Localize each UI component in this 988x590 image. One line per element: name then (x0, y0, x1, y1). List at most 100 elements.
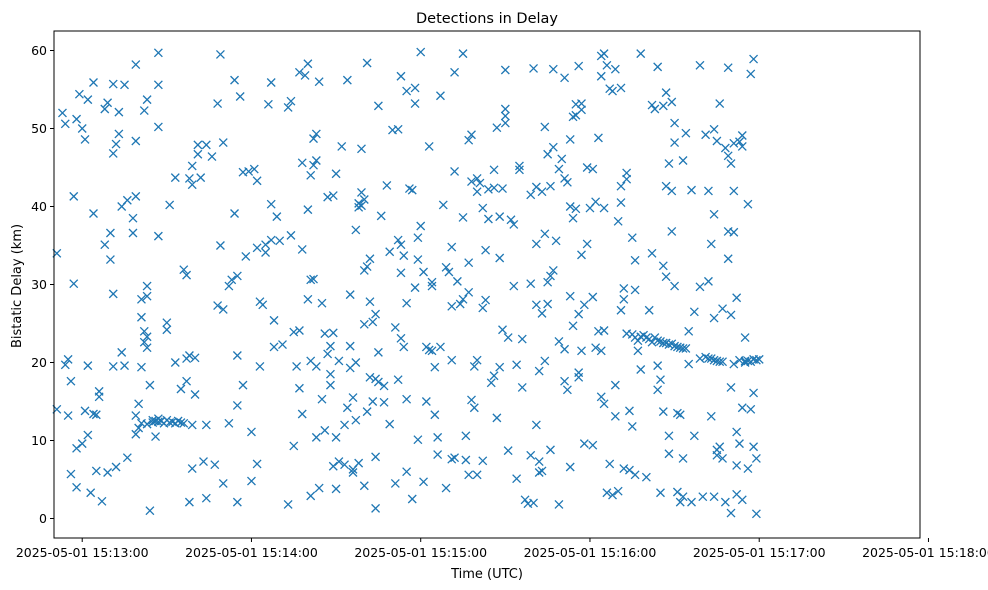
data-point-marker (325, 380, 335, 390)
data-point-marker (173, 416, 183, 426)
data-point-marker (311, 129, 321, 139)
data-point-marker (687, 497, 696, 507)
data-point-marker (190, 390, 200, 399)
data-point-marker (390, 478, 400, 488)
data-point-marker (337, 141, 347, 151)
data-point-marker (565, 291, 575, 301)
data-point-marker (681, 128, 691, 138)
data-point-marker (323, 349, 333, 359)
data-point-marker (416, 47, 426, 57)
data-point-marker (672, 408, 682, 418)
data-point-marker (402, 86, 412, 96)
data-point-marker (142, 281, 152, 291)
data-point-marker (399, 342, 409, 352)
data-point-marker (323, 192, 333, 202)
data-point-marker (371, 452, 381, 462)
data-point-marker (77, 124, 87, 133)
data-point-marker (176, 418, 186, 428)
data-point-marker (599, 326, 609, 335)
data-point-marker (179, 418, 189, 428)
data-point-marker (701, 352, 711, 362)
data-point-marker (232, 400, 242, 410)
data-point-marker (162, 325, 172, 335)
data-point-marker (215, 241, 225, 250)
data-point-marker (86, 488, 96, 498)
data-point-marker (506, 215, 516, 225)
data-point-marker (444, 267, 454, 277)
data-point-marker (641, 472, 651, 482)
data-point-marker (616, 305, 626, 315)
data-point-marker (703, 186, 713, 196)
y-axis-label: Bistatic Delay (km) (10, 224, 25, 348)
data-point-marker (706, 411, 716, 421)
data-point-marker (393, 124, 403, 134)
data-point-marker (531, 182, 541, 192)
data-point-marker (751, 453, 761, 463)
data-point-marker (546, 271, 555, 281)
data-point-marker (354, 458, 364, 468)
data-point-marker (289, 327, 299, 337)
data-point-marker (489, 183, 499, 193)
data-point-marker (749, 54, 759, 64)
x-axis-label: Time (UTC) (450, 567, 523, 582)
data-point-marker (492, 123, 502, 133)
data-point-marker (458, 294, 468, 304)
x-tick-label: 2025-05-01 15:17:00 (693, 545, 826, 560)
data-point-marker (689, 307, 699, 317)
data-point-marker (252, 243, 262, 253)
data-point-marker (568, 321, 578, 331)
data-point-marker (531, 239, 541, 249)
data-point-marker (252, 459, 262, 469)
data-point-marker (658, 101, 668, 111)
data-point-marker (396, 240, 406, 250)
data-point-marker (122, 453, 132, 463)
data-point-marker (737, 141, 747, 151)
data-point-marker (199, 457, 208, 467)
data-point-marker (286, 96, 296, 106)
data-point-marker (390, 322, 400, 332)
data-point-marker (667, 97, 677, 107)
data-point-marker (148, 415, 158, 425)
data-point-marker (410, 283, 420, 293)
data-point-marker (495, 253, 505, 263)
data-point-marker (153, 417, 163, 427)
data-point-marker (120, 361, 129, 371)
y-tick-label: 20 (31, 355, 47, 370)
data-point-marker (579, 300, 589, 310)
data-point-marker (244, 166, 254, 176)
data-point-marker (498, 184, 507, 194)
data-point-marker (433, 432, 443, 442)
data-point-marker (357, 144, 366, 154)
data-point-marker (695, 282, 705, 292)
data-point-marker (232, 271, 242, 281)
data-point-marker (464, 258, 474, 268)
data-point-marker (737, 131, 747, 140)
data-point-marker (481, 295, 491, 305)
data-point-marker (458, 49, 468, 59)
data-point-marker (512, 360, 522, 370)
data-point-marker (726, 310, 736, 320)
data-point-marker (373, 101, 383, 111)
data-point-marker (354, 202, 364, 212)
data-point-marker (213, 301, 223, 311)
data-point-marker (131, 429, 141, 439)
data-point-marker (320, 425, 330, 435)
data-point-marker (450, 67, 460, 77)
data-point-marker (562, 177, 572, 187)
data-point-marker (684, 359, 694, 369)
data-point-marker (201, 420, 211, 430)
data-point-marker (647, 100, 657, 110)
data-point-marker (258, 300, 268, 310)
data-point-marker (574, 368, 584, 378)
data-point-marker (647, 248, 657, 258)
data-point-marker (656, 375, 665, 385)
data-point-marker (136, 362, 146, 372)
data-point-marker (627, 422, 637, 431)
data-point-marker (746, 404, 756, 414)
data-point-marker (670, 118, 680, 128)
data-point-marker (678, 453, 688, 463)
data-point-marker (407, 185, 417, 195)
data-point-marker (743, 464, 753, 474)
data-point-marker (582, 239, 592, 249)
data-point-marker (503, 446, 513, 456)
